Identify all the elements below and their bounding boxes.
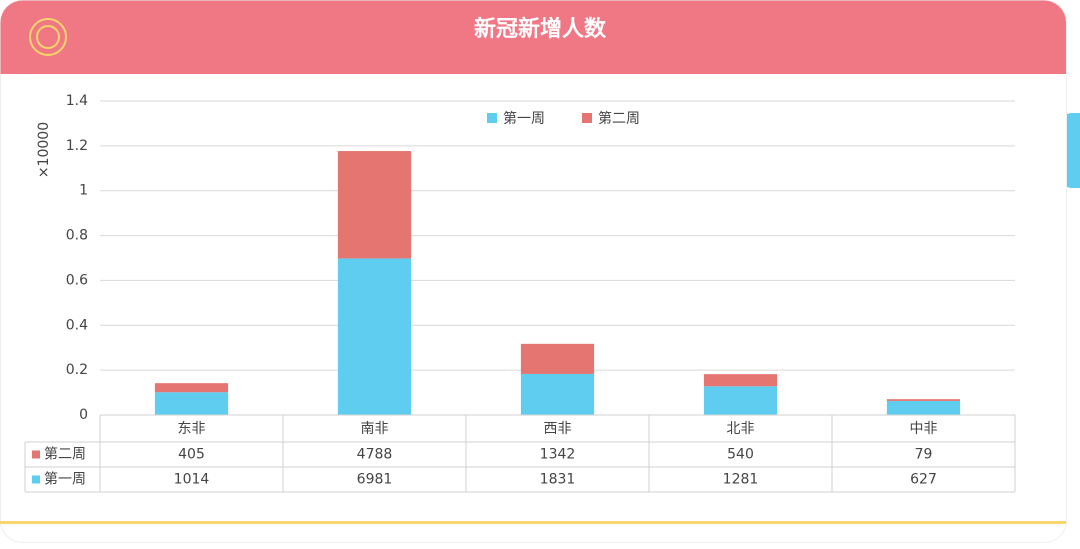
table-cell: 1014	[174, 472, 210, 488]
x-tick-label: 东非	[178, 421, 206, 437]
legend-swatch	[32, 475, 40, 484]
table-cell: 1831	[540, 472, 576, 488]
footer-line	[0, 521, 1066, 524]
x-tick-label: 南非	[361, 421, 389, 437]
bar	[154, 383, 229, 393]
table-row-label: 第一周	[44, 471, 86, 488]
x-tick-label: 西非	[544, 421, 572, 437]
y-tick-label: 0.4	[66, 317, 88, 333]
table-cell: 79	[915, 447, 933, 463]
icon	[29, 18, 67, 56]
table-row-label: 第二周	[44, 446, 86, 463]
y-tick-label: 1.2	[66, 138, 88, 154]
bar	[703, 374, 778, 387]
x-tick-label: 中非	[910, 421, 938, 437]
y-tick-label: 1.4	[66, 93, 88, 109]
legend-label: 第二周	[598, 110, 640, 127]
y-tick-label: 0	[79, 407, 88, 423]
legend-label: 第一周	[503, 110, 545, 127]
y-axis-label: ×10000	[36, 122, 52, 178]
y-tick-label: 0.8	[66, 228, 88, 244]
chart-title: 新冠新增人数	[474, 16, 607, 42]
header	[0, 0, 1066, 74]
table-cell: 627	[910, 472, 937, 488]
bar	[886, 399, 961, 401]
legend-swatch	[32, 450, 40, 459]
bar	[703, 386, 778, 415]
legend-swatch	[487, 113, 497, 123]
table-cell: 1342	[540, 447, 576, 463]
bar	[337, 258, 412, 415]
table-cell: 405	[178, 447, 205, 463]
table-cell: 540	[727, 447, 754, 463]
y-tick-label: 0.2	[66, 362, 88, 378]
legend-swatch	[582, 113, 592, 123]
table-cell: 1281	[723, 472, 759, 488]
bar	[520, 343, 595, 374]
card	[0, 0, 1067, 543]
icon	[36, 25, 60, 49]
bar	[886, 400, 961, 415]
bar	[520, 373, 595, 415]
y-tick-label: 0.6	[66, 272, 88, 288]
table-cell: 4788	[357, 447, 393, 463]
x-tick-label: 北非	[727, 421, 755, 437]
y-tick-label: 1	[79, 183, 88, 199]
table-cell: 6981	[357, 472, 393, 488]
bar	[154, 392, 229, 415]
bar	[337, 151, 412, 259]
